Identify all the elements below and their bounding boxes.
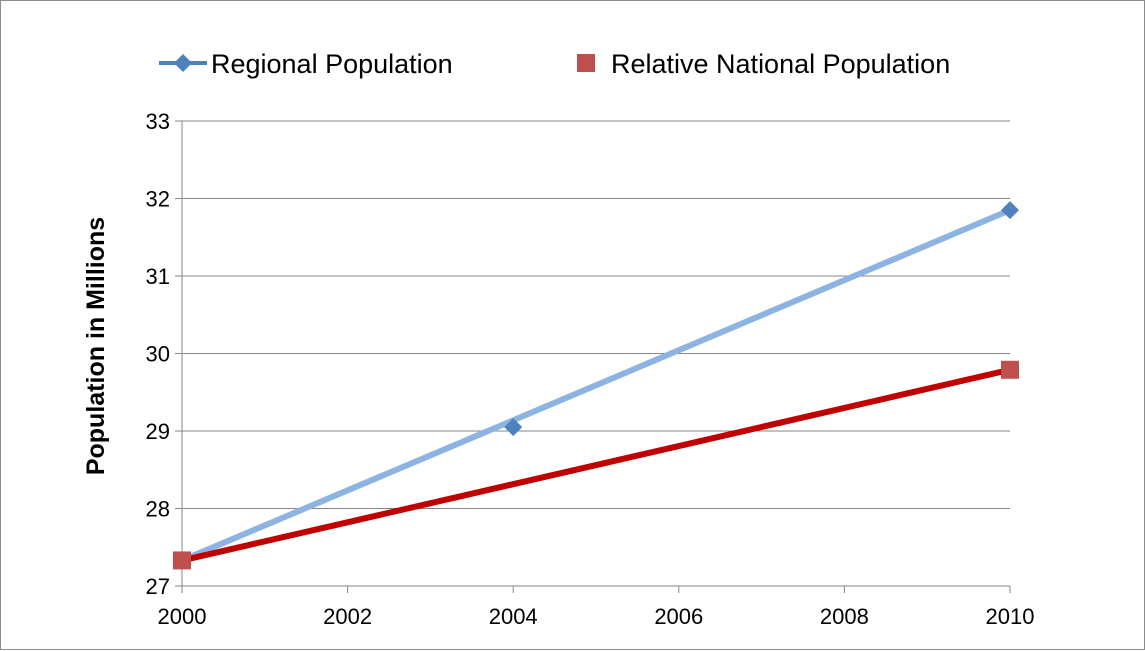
x-tick-label: 2002 xyxy=(323,604,372,629)
y-tick-label: 33 xyxy=(146,109,170,134)
data-point-series-1-0 xyxy=(173,551,191,570)
legend-marker-regional xyxy=(174,54,192,72)
x-tick-label: 2000 xyxy=(158,604,207,629)
series xyxy=(173,201,1019,570)
y-tick-label: 31 xyxy=(146,264,170,289)
legend-label-national: Relative National Population xyxy=(611,49,950,79)
data-point-series-0-2 xyxy=(1001,201,1019,220)
y-tick-label: 27 xyxy=(146,574,170,599)
y-tick-label: 32 xyxy=(146,187,170,212)
y-tick-label: 30 xyxy=(146,342,170,367)
y-tick-label: 29 xyxy=(146,419,170,444)
data-point-series-0-1 xyxy=(504,418,523,437)
trendline-series-0 xyxy=(180,207,1012,564)
legend: Regional Population Relative National Pop… xyxy=(159,49,950,79)
y-axis-label: Population in Millions xyxy=(82,217,110,475)
y-tick-label: 28 xyxy=(146,497,170,522)
data-point-series-1-1 xyxy=(1001,360,1019,379)
trendline-series-1 xyxy=(181,366,1011,564)
legend-marker-national xyxy=(577,54,595,72)
legend-label-regional: Regional Population xyxy=(211,49,453,79)
gridlines xyxy=(182,120,1010,509)
x-tick-label: 2010 xyxy=(986,604,1035,629)
x-tick-label: 2008 xyxy=(820,604,869,629)
x-tick-label: 2004 xyxy=(489,604,538,629)
x-tick-label: 2006 xyxy=(654,604,703,629)
axes: 27 28 29 30 31 32 33 2000 2002 2004 2006 2008 2010 xyxy=(146,109,1035,629)
